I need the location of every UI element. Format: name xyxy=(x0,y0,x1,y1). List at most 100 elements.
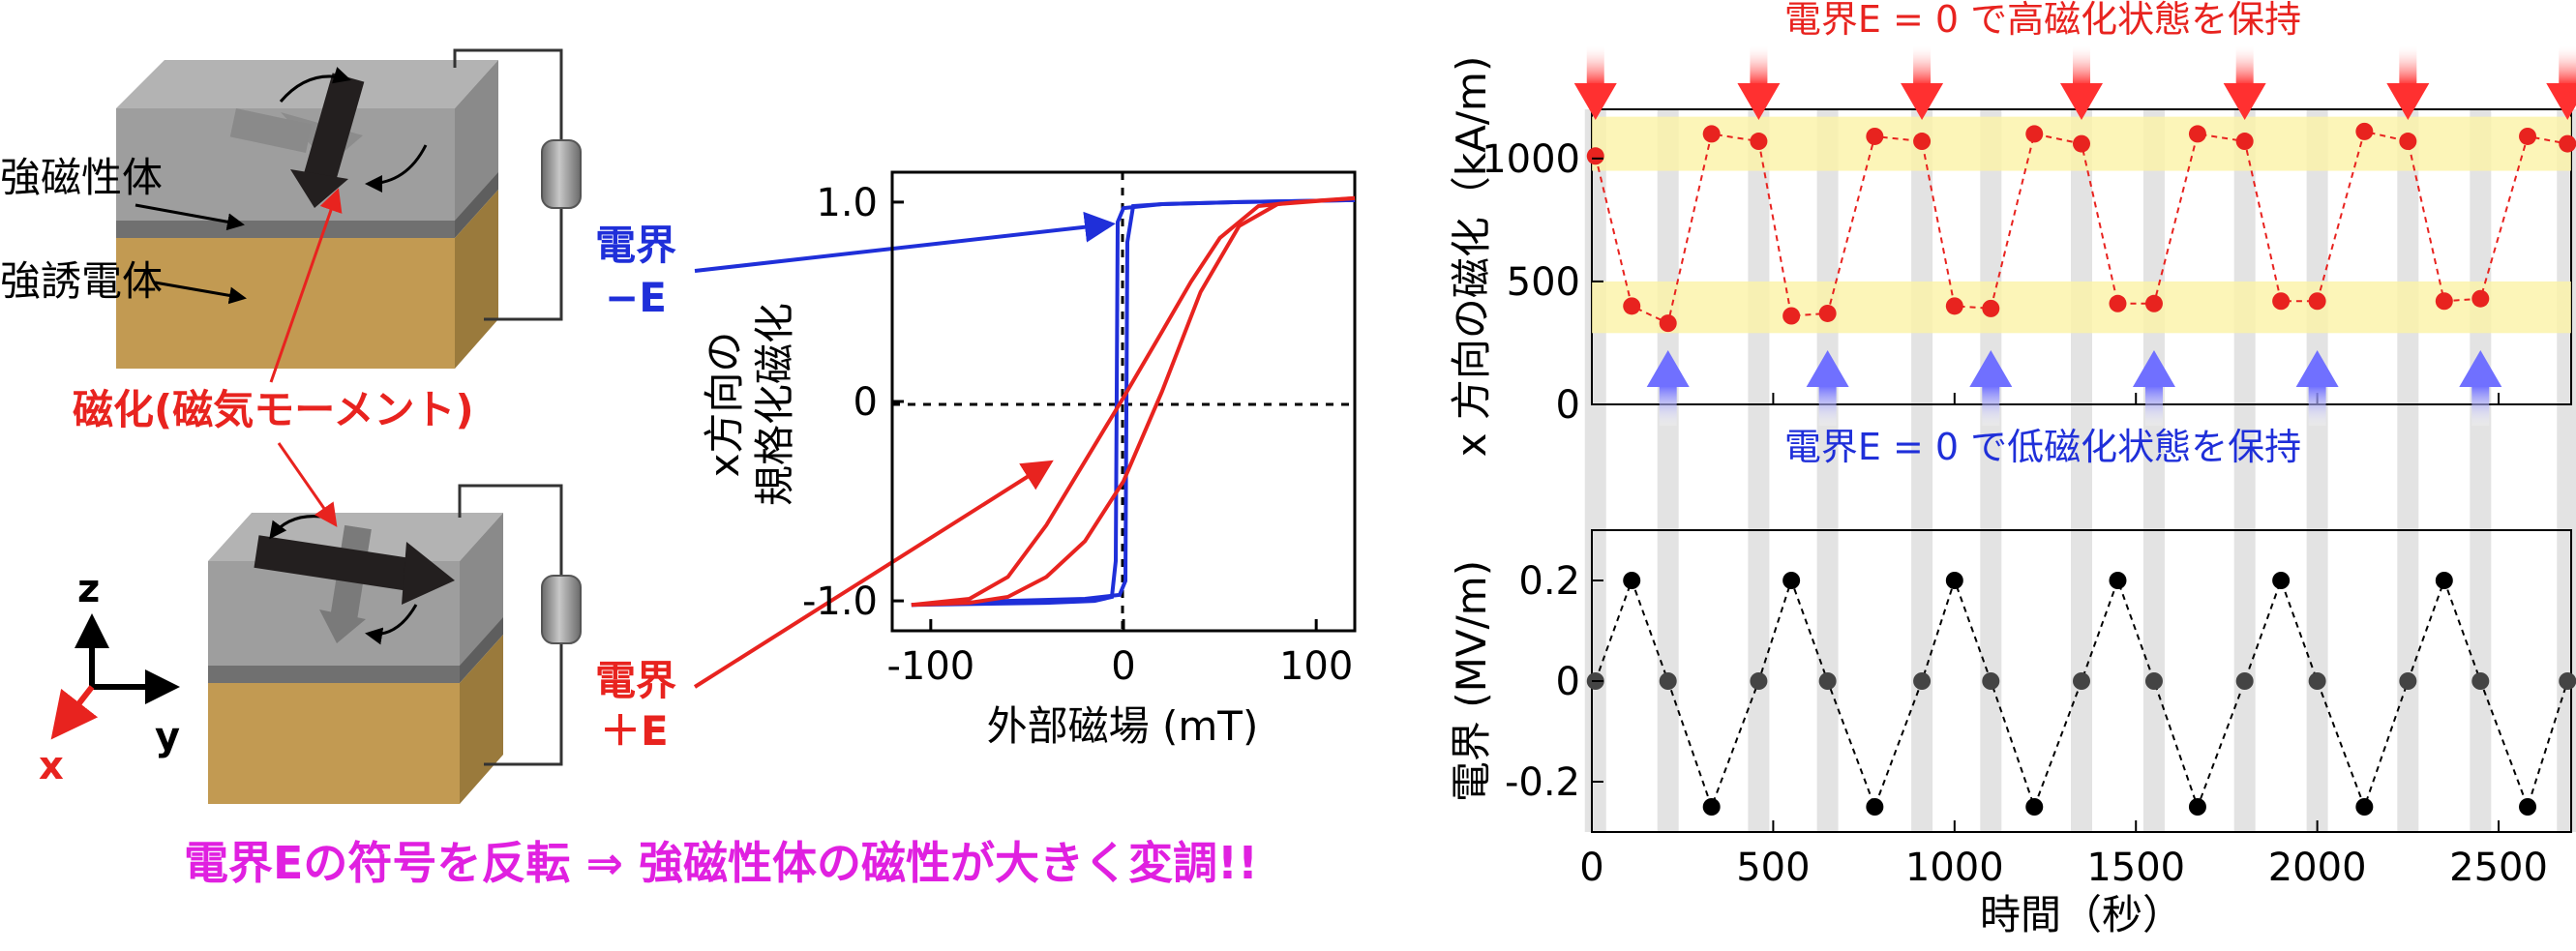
high-state-arrow-shaft xyxy=(1586,46,1604,85)
hysteresis-ytick-label: -1.0 xyxy=(802,580,878,624)
magnetization-point xyxy=(1750,133,1768,151)
low-state-arrow-head xyxy=(2132,350,2175,387)
field-ylabel: 電界 (MV/m) xyxy=(1448,560,1495,802)
time-xtick-label: 1000 xyxy=(1905,846,2004,890)
mag-ytick-label: 0 xyxy=(1556,383,1580,428)
low-state-arrow-shaft xyxy=(2308,385,2326,426)
magnetization-pointer-bottom xyxy=(277,442,338,527)
zero-field-shading xyxy=(1748,109,1770,832)
magnetization-point xyxy=(1623,297,1641,315)
magnetization-point xyxy=(1982,299,2000,317)
magnetization-point xyxy=(2399,133,2417,151)
field-point xyxy=(2519,798,2537,816)
magnetization-pointer-top xyxy=(269,188,343,383)
field-pos-pointer xyxy=(693,460,1054,689)
time-xtick-label: 1500 xyxy=(2086,846,2185,890)
zero-field-shading xyxy=(1584,109,1606,832)
field-neg-label-2: −E xyxy=(605,274,667,321)
field-point xyxy=(1750,672,1768,690)
field-point xyxy=(2109,572,2127,589)
device-bottom xyxy=(208,484,582,804)
time-series-charts: 0 500 1000 -0.2 0 0.2 0 500 1000 1500 2000 2500 x 方… xyxy=(1448,0,2576,938)
low-state-arrow-shaft xyxy=(2471,385,2490,426)
hysteresis-xlabel: 外部磁場 (mT) xyxy=(987,702,1259,750)
zero-field-shading xyxy=(2306,109,2328,832)
ferroelectric-label: 強誘電体 xyxy=(0,257,163,305)
field-pos-label-1: 電界 xyxy=(595,657,676,704)
field-ytick-label: 0 xyxy=(1556,660,1580,704)
field-pos-label-2: ＋E xyxy=(600,707,669,755)
field-point xyxy=(1782,572,1801,589)
low-state-arrow-head xyxy=(2459,350,2502,387)
axis-x-label: x xyxy=(39,744,64,788)
field-point xyxy=(2073,672,2090,690)
zero-field-shading xyxy=(2557,109,2576,832)
low-state-arrow-shaft xyxy=(1982,385,2000,426)
hysteresis-series-2 xyxy=(911,195,1356,608)
zero-field-shading xyxy=(2071,109,2092,832)
state-band xyxy=(1592,281,2571,334)
field-neg-label-1: 電界 xyxy=(595,222,676,269)
magnetization-point xyxy=(2519,127,2537,145)
field-point xyxy=(1945,572,1963,589)
field-point xyxy=(2559,672,2576,690)
high-state-arrow-shaft xyxy=(1913,46,1932,85)
low-state-arrow-head xyxy=(1646,350,1690,387)
high-state-arrow-shaft xyxy=(2235,46,2254,85)
magnetization-point xyxy=(1945,297,1963,315)
ferroelectric-pointer xyxy=(154,281,247,305)
time-xlabel: 時間（秒） xyxy=(1980,891,2183,938)
axis-z-label: z xyxy=(77,567,100,611)
high-state-arrow-head xyxy=(1901,83,1944,120)
magnetization-point xyxy=(2355,122,2374,140)
mag-ylabel: x 方向の磁化（kA/m) xyxy=(1448,56,1495,458)
ferromagnet-pointer xyxy=(135,203,245,231)
hysteresis-series-3 xyxy=(911,195,1356,608)
magnetization-point xyxy=(2272,292,2291,311)
field-point xyxy=(2235,672,2254,690)
field-ytick-label: -0.2 xyxy=(1505,760,1580,805)
field-point xyxy=(2435,572,2453,589)
field-point xyxy=(1659,672,1677,690)
high-state-arrow-shaft xyxy=(2399,46,2417,85)
hysteresis-ylabel-line2: 規格化磁化 xyxy=(751,303,798,506)
low-state-arrow-shaft xyxy=(2144,385,2163,426)
field-point xyxy=(2308,672,2326,690)
mag-ytick-label: 500 xyxy=(1507,260,1580,305)
zero-field-shading xyxy=(2470,109,2492,832)
magnetization-point xyxy=(2435,292,2453,311)
high-state-arrow-head xyxy=(1737,83,1781,120)
high-state-arrow-head xyxy=(2060,83,2103,120)
low-state-arrow-head xyxy=(1969,350,2013,387)
hysteresis-series-0 xyxy=(911,197,1356,608)
hysteresis-xtick-label: -100 xyxy=(886,644,974,689)
hysteresis-ytick-label: 0 xyxy=(854,380,878,425)
field-point xyxy=(2025,798,2044,816)
high-state-arrow-shaft xyxy=(2073,46,2090,85)
axis-y-label: y xyxy=(155,715,180,759)
field-point xyxy=(2355,798,2374,816)
hysteresis-chart: -100 0 100 -1.0 0 1.0 外部磁場 (mT) x方向の 規格化磁化 xyxy=(701,170,1357,750)
magnetization-point xyxy=(2073,134,2090,153)
magnetization-point xyxy=(2471,289,2490,308)
hysteresis-xtick-label: 0 xyxy=(1111,644,1135,689)
magnetization-point xyxy=(2308,292,2326,311)
field-point xyxy=(1702,798,1721,816)
high-state-arrow-shaft xyxy=(1750,46,1768,85)
device-top xyxy=(116,48,582,369)
zero-field-shading xyxy=(1657,109,1679,832)
hysteresis-series-1 xyxy=(911,197,1356,608)
magnetization-point xyxy=(2109,294,2127,312)
magnetization-point xyxy=(2188,125,2206,143)
field-point xyxy=(1913,672,1932,690)
high-state-arrow-head xyxy=(2546,83,2576,120)
bottom-message: 電界Eの符号を反転 ⇒ 強磁性体の磁性が大きく変調!! xyxy=(184,837,1258,889)
field-point xyxy=(2144,672,2163,690)
low-state-annotation: 電界E = 0 で低磁化状態を保持 xyxy=(1784,426,2301,468)
magnetization-point xyxy=(2559,134,2576,153)
field-neg-pointer xyxy=(694,211,1116,273)
field-point xyxy=(1818,672,1837,690)
magnetization-point xyxy=(1702,125,1721,143)
time-xtick-label: 2000 xyxy=(2268,846,2367,890)
